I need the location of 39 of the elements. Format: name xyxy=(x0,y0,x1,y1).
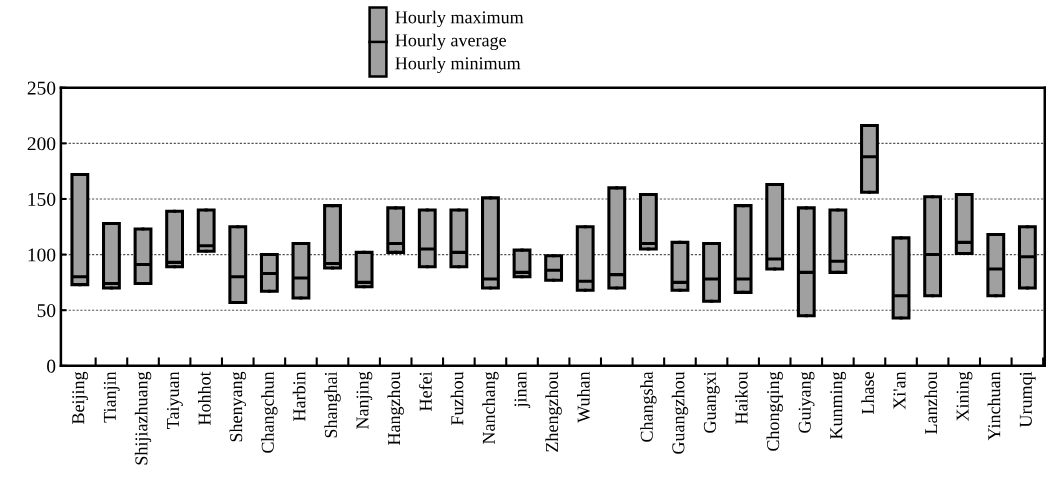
x-tick-label: Chongqing xyxy=(766,371,783,451)
x-tick-label: Urumqi xyxy=(1019,371,1036,428)
x-tick-label: Wuhan xyxy=(577,371,590,423)
x-tick-label: Shenyang xyxy=(229,371,246,442)
x-tick-label: Zhengzhou xyxy=(545,371,562,452)
text: Hourly maximum xyxy=(395,10,524,28)
y-tick-label: 0 xyxy=(47,359,56,373)
x-tick-label: Changsha xyxy=(640,371,657,442)
x-tick-label: jinan xyxy=(514,371,531,408)
x-tick-label: Haikou xyxy=(734,371,748,424)
x-tick-label: Harbin xyxy=(292,371,306,421)
x-tick-label: Guangxi xyxy=(703,371,720,433)
y-tick-label: 100 xyxy=(28,248,56,262)
x-tick-label: Hefei xyxy=(418,371,432,411)
y-tick-label: 250 xyxy=(27,81,56,95)
x-tick-label: Changchun xyxy=(261,371,278,453)
x-tick-label: Tianjin xyxy=(103,371,120,423)
y-tick-label: 200 xyxy=(27,137,56,151)
y-tick-label: 50 xyxy=(37,304,56,318)
x-tick-label: Lanzhou xyxy=(924,371,938,435)
x-tick-label: Xi'an xyxy=(893,371,906,410)
x-tick-label: Nanchang xyxy=(482,371,499,445)
x-tick-label: Fuzhou xyxy=(450,371,464,426)
x-tick-label: Yinchuan xyxy=(987,371,1001,441)
x-tick-label: Kunming xyxy=(830,371,847,440)
x-tick-label: Nanjing xyxy=(356,371,373,430)
x-tick-label: Xining xyxy=(956,371,973,422)
x-tick-label: Shijiazhuang xyxy=(134,371,152,465)
x-tick-label: Hangzhou xyxy=(387,371,404,446)
x-tick-label: Hohhot xyxy=(198,371,211,426)
x-tick-label: Lhase xyxy=(861,371,874,414)
x-tick-label: Beijing xyxy=(72,371,89,424)
y-tick-label: 150 xyxy=(28,192,56,206)
text: Hourly minimum xyxy=(395,56,521,74)
x-tick-label: Taiyuan xyxy=(166,371,183,429)
x-tick-label: Shanghai xyxy=(324,371,341,438)
x-tick-label: Guangzhou xyxy=(671,371,689,454)
text: Hourly average xyxy=(395,33,506,51)
x-tick-label: Guiyang xyxy=(798,371,815,433)
